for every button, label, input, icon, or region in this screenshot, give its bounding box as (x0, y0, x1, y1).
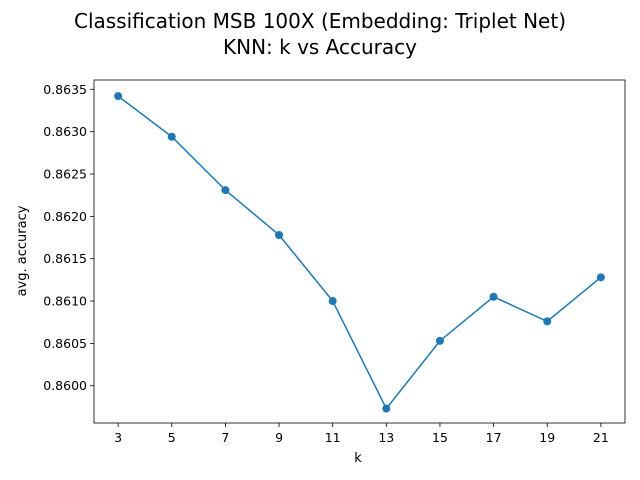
x-tick-label: 5 (168, 430, 176, 445)
y-tick-label: 0.8615 (43, 251, 87, 266)
x-tick-label: 11 (325, 430, 341, 445)
x-tick-label: 15 (432, 430, 448, 445)
data-point (221, 186, 230, 195)
data-point (382, 404, 391, 413)
chart-title-line1: Classification MSB 100X (Embedding: Trip… (74, 9, 566, 33)
data-point (543, 317, 552, 326)
x-axis-label: k (354, 451, 362, 466)
x-tick-label: 21 (593, 430, 609, 445)
x-tick-label: 19 (539, 430, 555, 445)
x-tick-label: 3 (114, 430, 122, 445)
axes-frame (93, 79, 626, 424)
y-tick-label: 0.8635 (43, 82, 87, 97)
data-point (435, 336, 444, 345)
x-tick-label: 9 (275, 430, 283, 445)
x-tick-label: 7 (221, 430, 229, 445)
data-point (489, 292, 498, 301)
data-point (167, 132, 176, 141)
y-tick-label: 0.8605 (43, 336, 87, 351)
chart-title-line2: KNN: k vs Accuracy (223, 35, 417, 59)
data-point (275, 230, 284, 239)
x-tick-label: 17 (486, 430, 502, 445)
plot-area: 3 5 7 9 11 13 15 17 19 21 0.8600 0.8605 0.8610 0.8615… (43, 79, 626, 445)
y-tick-label: 0.8620 (43, 209, 87, 224)
series-line (117, 95, 602, 410)
y-tick-label: 0.8600 (43, 378, 87, 393)
data-point (596, 273, 605, 282)
y-tick-label: 0.8625 (43, 167, 87, 182)
data-point (328, 297, 337, 306)
y-tick-label: 0.8610 (43, 294, 87, 309)
x-tick-label: 13 (378, 430, 394, 445)
data-point (114, 92, 123, 101)
y-tick-label: 0.8630 (43, 124, 87, 139)
y-axis-label: avg. accuracy (15, 205, 30, 296)
